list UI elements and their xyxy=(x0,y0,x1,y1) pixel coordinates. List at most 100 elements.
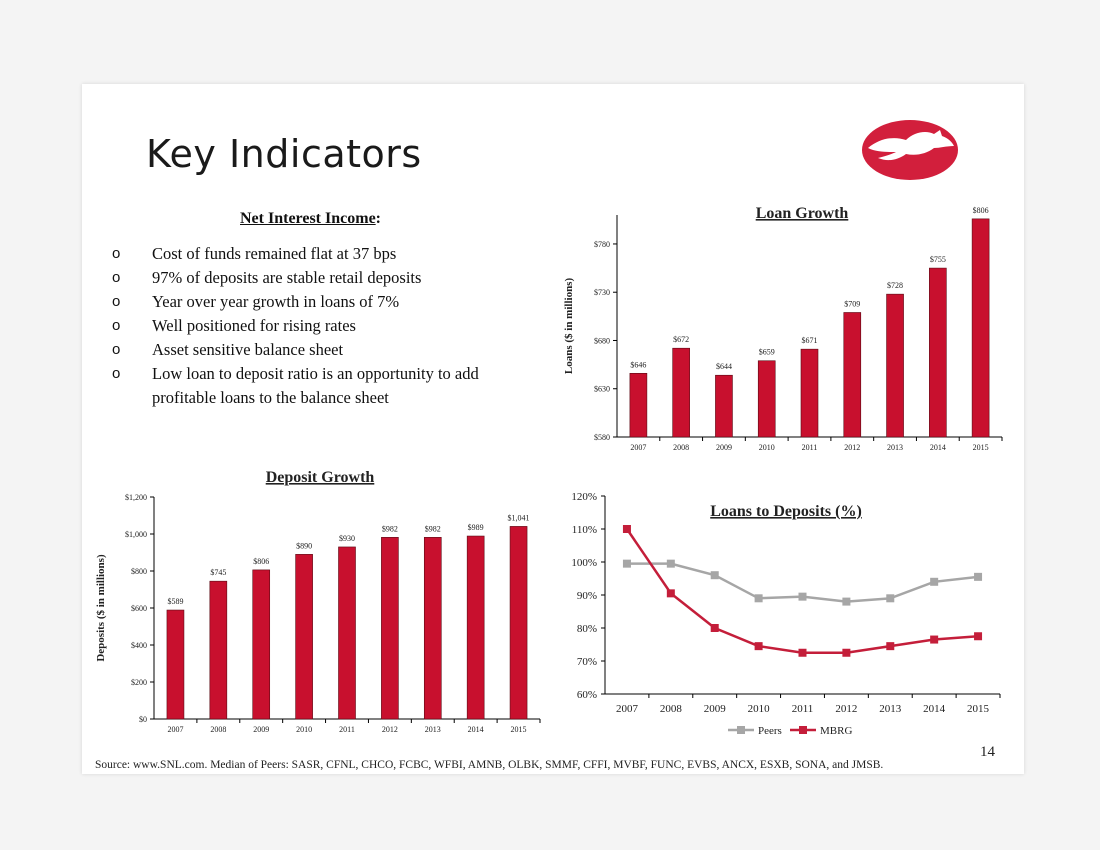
ltd-y-tick-label: 100% xyxy=(571,557,597,569)
deposit-growth-y-tick-label: $600 xyxy=(131,604,147,613)
ltd-y-tick-label: 60% xyxy=(577,689,597,701)
loan-growth-x-tick-label: 2015 xyxy=(973,443,989,452)
loan-growth-data-label: $709 xyxy=(844,299,860,308)
ltd-point-peers xyxy=(754,594,763,603)
loan-growth-x-tick-label: 2013 xyxy=(887,443,903,452)
deposit-growth-y-tick-label: $1,000 xyxy=(125,530,147,539)
ltd-legend-marker-peers xyxy=(737,726,745,734)
deposit-growth-x-tick-label: 2013 xyxy=(425,725,441,734)
list-item: o Cost of funds remained flat at 37 bps xyxy=(110,242,540,266)
net-interest-income-heading-colon: : xyxy=(375,210,381,227)
loan-growth-data-label: $672 xyxy=(673,335,689,344)
ltd-point-peers xyxy=(798,592,807,601)
deposit-growth-data-label: $1,041 xyxy=(508,513,530,522)
ltd-x-tick-label: 2010 xyxy=(748,703,771,715)
ltd-series-line-mbrg xyxy=(625,528,979,654)
ltd-point-peers xyxy=(930,577,939,586)
ltd-point-peers xyxy=(622,559,631,568)
loan-growth-y-tick-label: $680 xyxy=(594,336,610,345)
deposit-growth-y-tick-label: $400 xyxy=(131,641,147,650)
bullet-text: Year over year growth in loans of 7% xyxy=(152,292,400,311)
deposit-growth-bar xyxy=(423,537,442,720)
ltd-y-tick-label: 90% xyxy=(577,590,597,602)
ltd-y-tick-label: 110% xyxy=(572,524,597,536)
bullet-text: Well positioned for rising rates xyxy=(152,316,356,335)
ltd-x-tick-label: 2012 xyxy=(835,703,857,715)
ltd-point-peers xyxy=(886,594,895,603)
loan-growth-x-tick-label: 2010 xyxy=(759,443,775,452)
loan-growth-y-tick-label: $580 xyxy=(594,433,610,442)
deposit-growth-x-tick-label: 2008 xyxy=(210,725,226,734)
bullet-mark: o xyxy=(112,341,121,358)
deposit-growth-x-tick-label: 2009 xyxy=(253,725,269,734)
ltd-point-peers xyxy=(666,559,675,568)
ltd-y-tick-label: 80% xyxy=(577,623,597,635)
loan-growth-bar xyxy=(886,293,904,438)
net-interest-income-heading: Net Interest Income: xyxy=(240,210,381,228)
loan-growth-data-label: $728 xyxy=(887,281,903,290)
loan-growth-data-label: $644 xyxy=(716,362,732,371)
deposit-growth-bar xyxy=(338,546,356,720)
deposit-growth-x-tick-label: 2007 xyxy=(167,725,183,734)
list-item: o Asset sensitive balance sheet xyxy=(110,338,540,362)
loan-growth-y-tick-label: $630 xyxy=(594,385,610,394)
list-item: o Well positioned for rising rates xyxy=(110,314,540,338)
ltd-y-tick-label: 120% xyxy=(571,491,597,503)
deposit-growth-x-tick-label: 2014 xyxy=(468,725,484,734)
deposit-growth-bar xyxy=(381,537,399,720)
ltd-point-mbrg xyxy=(622,525,631,533)
deposit-growth-bar xyxy=(295,554,313,720)
loan-growth-bar xyxy=(971,218,990,438)
ltd-legend-label-mbrg: MBRG xyxy=(820,725,852,737)
deposit-growth-bar xyxy=(509,526,528,720)
bullet-mark: o xyxy=(112,269,121,286)
loan-growth-x-tick-label: 2011 xyxy=(802,443,818,452)
loan-growth-bar xyxy=(929,267,947,438)
ltd-point-mbrg xyxy=(710,624,719,632)
loan-growth-data-label: $755 xyxy=(930,255,946,264)
ltd-x-tick-label: 2014 xyxy=(923,703,946,715)
loan-growth-bar xyxy=(629,372,648,438)
bullet-mark: o xyxy=(112,317,121,334)
deposit-growth-y-tick-label: $800 xyxy=(131,567,147,576)
deposit-growth-bar xyxy=(466,535,485,720)
ltd-point-mbrg xyxy=(974,632,983,641)
ltd-chart-title: Loans to Deposits (%) xyxy=(710,503,862,520)
deposit-growth-x-tick-label: 2011 xyxy=(339,725,355,734)
deposit-growth-y-tick-label: $0 xyxy=(139,715,147,724)
ltd-point-mbrg xyxy=(666,589,675,598)
source-footnote: Source: www.SNL.com. Median of Peers: SA… xyxy=(95,759,884,771)
ltd-point-mbrg xyxy=(798,648,807,657)
loan-growth-bar xyxy=(800,348,819,438)
loan-growth-data-label: $659 xyxy=(759,348,775,357)
deposit-growth-data-label: $890 xyxy=(296,541,312,550)
ltd-x-tick-label: 2007 xyxy=(616,703,639,715)
ltd-x-tick-label: 2008 xyxy=(660,703,683,715)
ltd-y-tick-label: 70% xyxy=(577,656,597,668)
deposit-growth-x-tick-label: 2015 xyxy=(511,725,527,734)
deposit-growth-y-tick-label: $1,200 xyxy=(125,493,147,502)
loan-growth-x-tick-label: 2007 xyxy=(630,443,646,452)
deposit-growth-data-label: $989 xyxy=(468,523,484,532)
ltd-point-mbrg xyxy=(754,642,763,651)
ltd-point-peers xyxy=(842,597,851,606)
deposit-growth-data-label: $745 xyxy=(210,568,226,577)
ltd-point-peers xyxy=(710,571,719,580)
deposit-growth-bar xyxy=(252,569,271,720)
deposit-growth-y-axis-label: Deposits ($ in millions) xyxy=(95,554,107,662)
bullet-mark: o xyxy=(112,365,121,382)
bullet-mark: o xyxy=(112,245,121,262)
net-interest-income-heading-text: Net Interest Income xyxy=(240,210,376,227)
deposit-growth-data-label: $806 xyxy=(253,557,269,566)
loan-growth-x-tick-label: 2008 xyxy=(673,443,689,452)
bullet-text: Low loan to deposit ratio is an opportun… xyxy=(152,364,479,407)
ltd-point-mbrg xyxy=(930,635,939,644)
deposit-growth-x-tick-label: 2012 xyxy=(382,725,398,734)
deposit-growth-data-label: $982 xyxy=(382,524,398,533)
loan-growth-data-label: $806 xyxy=(973,206,989,215)
loan-growth-bar xyxy=(715,374,733,438)
fox-logo-icon xyxy=(862,120,958,180)
ltd-point-mbrg xyxy=(886,642,895,651)
ltd-x-tick-label: 2015 xyxy=(967,703,990,715)
